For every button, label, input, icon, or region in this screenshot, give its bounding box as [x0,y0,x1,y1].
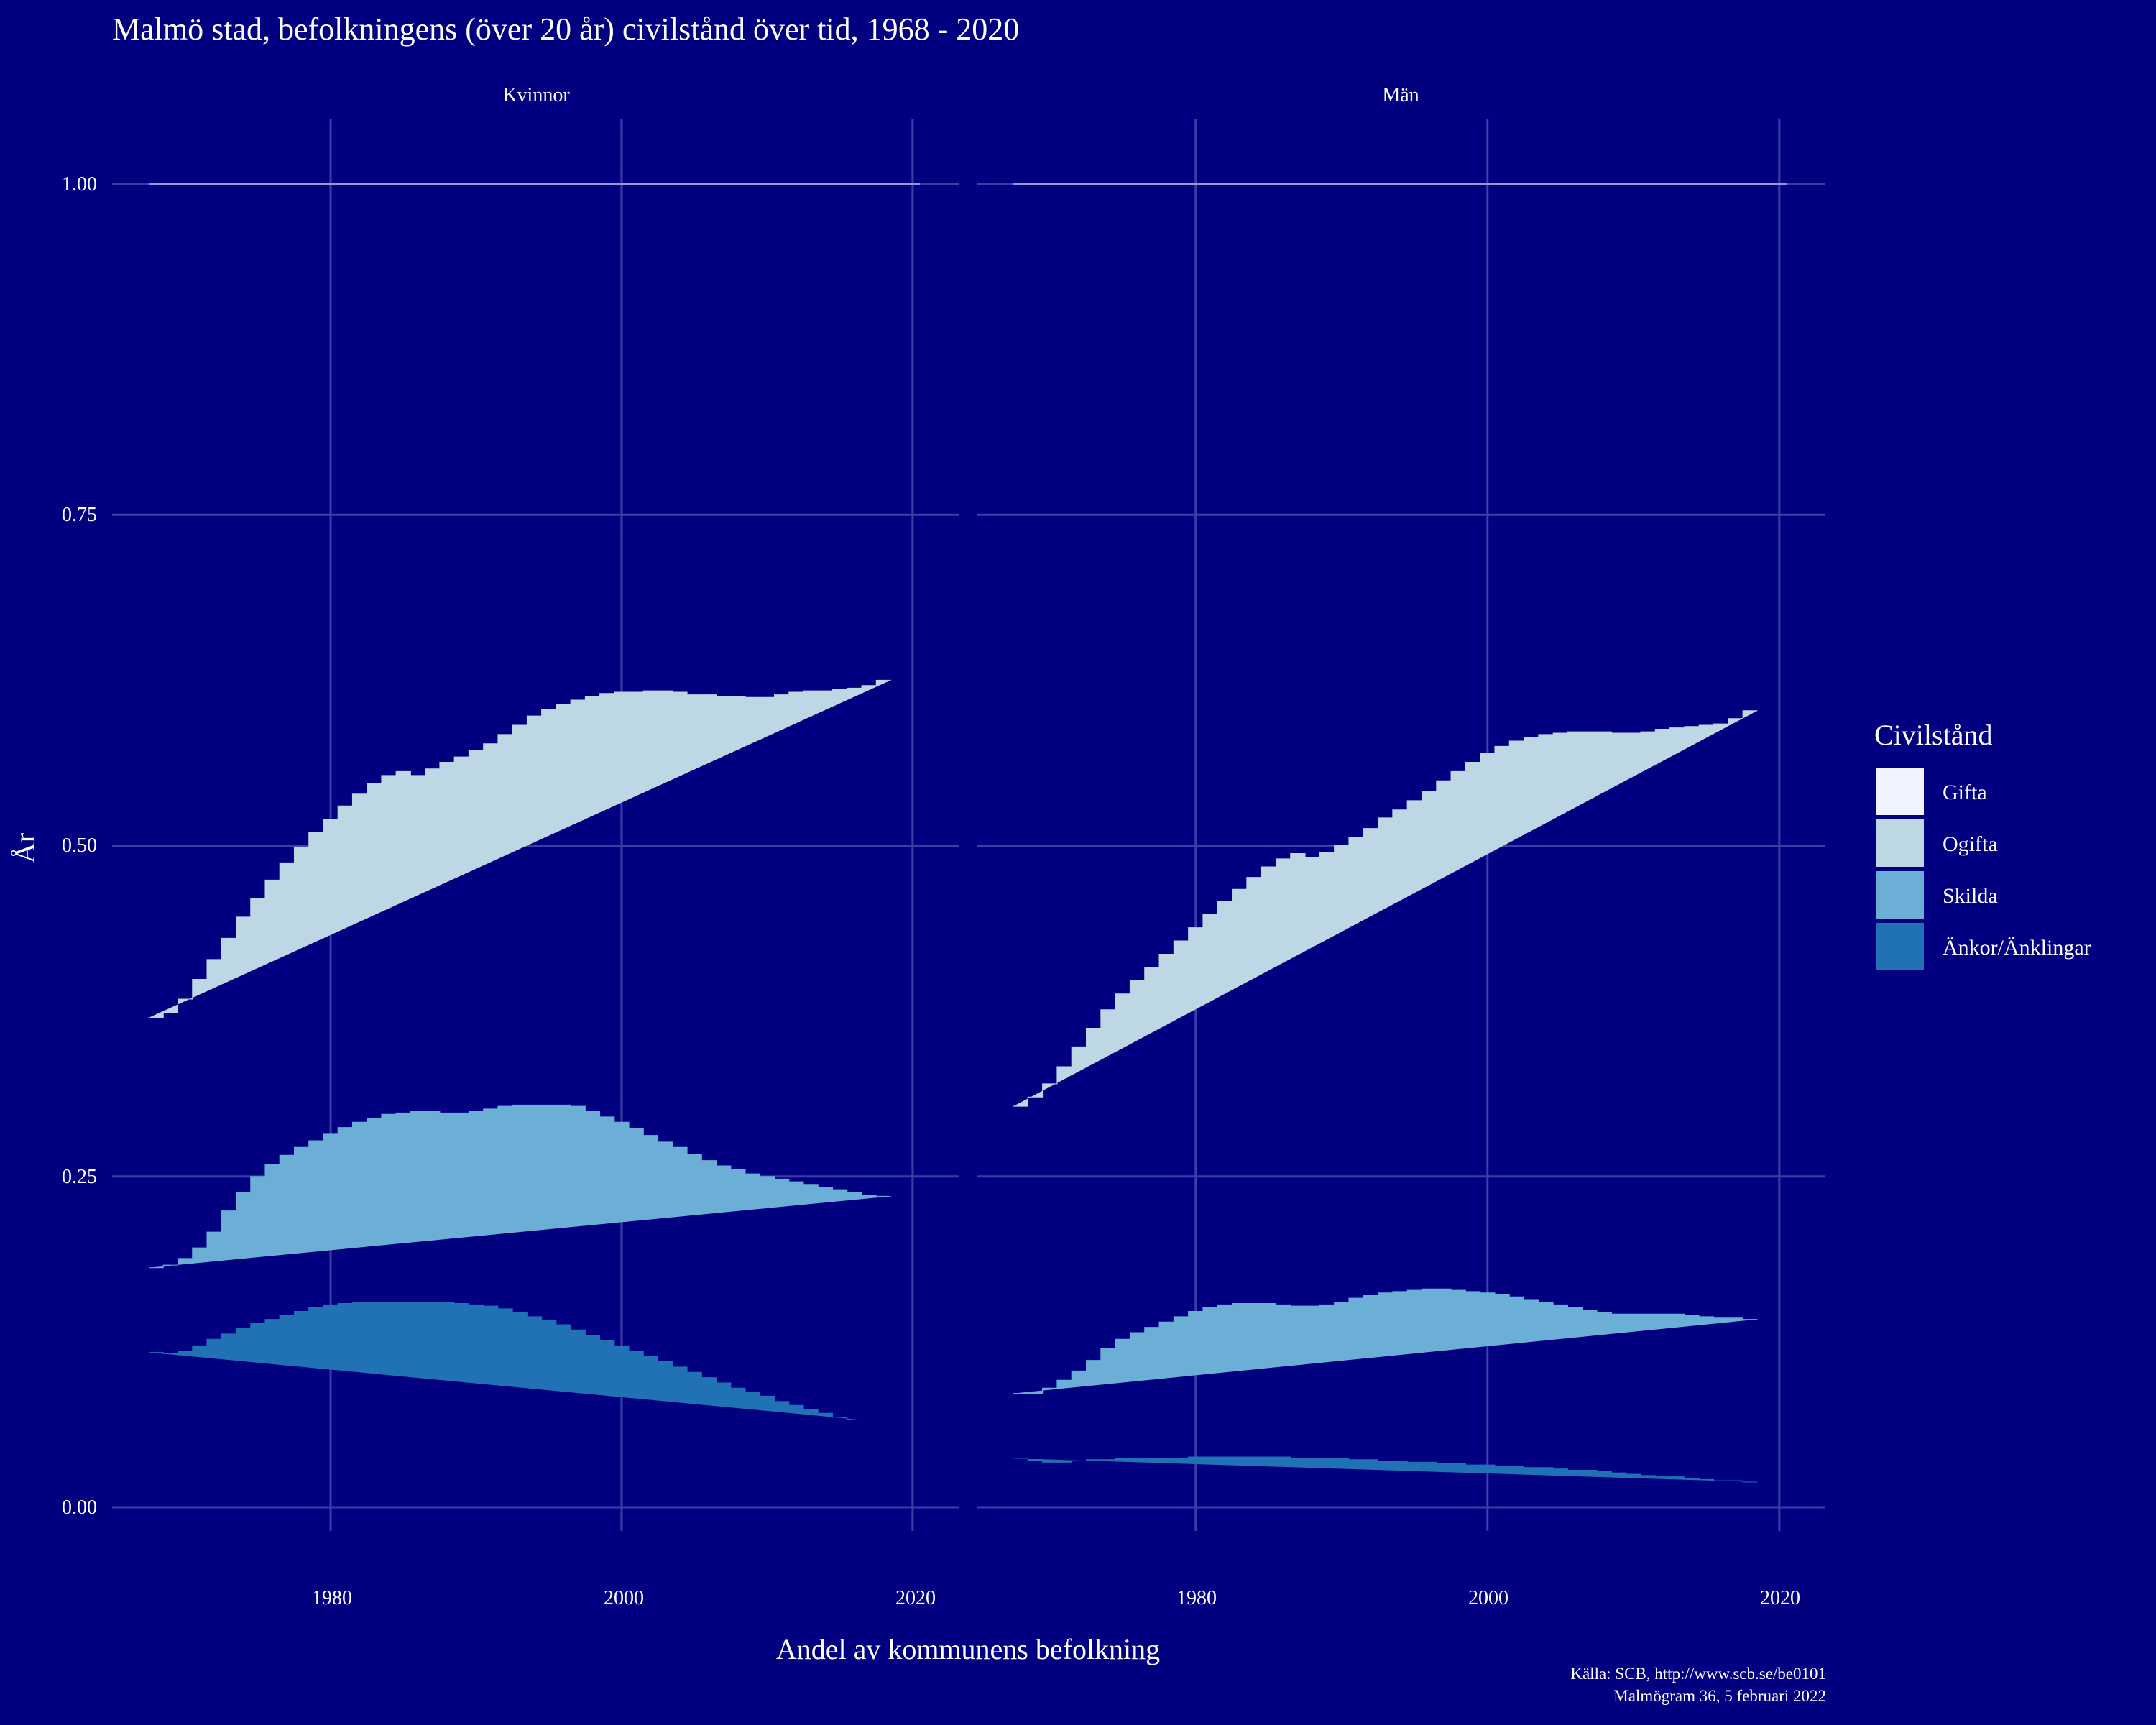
area-skilda-kvinnor [149,1104,891,1269]
area-ankor-man [1013,1456,1758,1483]
x-tick-label: 2000 [604,1587,644,1609]
legend-swatch-skilda [1876,871,1924,919]
legend-swatch-ankor [1876,923,1924,970]
y-tick-label: 0.25 [62,1166,97,1188]
legend-label-skilda: Skilda [1943,884,1998,908]
y-tick-label: 0.00 [62,1496,97,1519]
x-tick-label: 2020 [895,1587,936,1609]
panel-label-kvinnor: Kvinnor [502,84,570,106]
area-ogifta-man [1013,710,1758,1107]
x-axis-label: Andel av kommunens befolkning [776,1633,1160,1665]
area-ogifta-kvinnor [149,679,891,1018]
legend-swatch-gifta [1876,768,1924,815]
y-tick-label: 1.00 [62,173,97,196]
area-layers [149,183,1787,1483]
x-tick-label: 2000 [1468,1587,1508,1609]
x-tick-label: 2020 [1760,1587,1800,1609]
caption-date: Malmögram 36, 5 februari 2022 [1613,1687,1826,1705]
y-axis-ticks: 0.00 0.25 0.50 0.75 1.00 [62,173,97,1519]
area-ankor-kvinnor [149,1302,862,1420]
x-tick-label: 1980 [312,1587,352,1609]
legend-title: Civilstånd [1874,719,1992,751]
x-axis-ticks: 1980 2000 2020 1980 2000 2020 [312,1587,1800,1609]
legend: Civilstånd Gifta Ogifta Skilda Änkor/Änk… [1874,719,2091,970]
panel-label-man: Män [1382,84,1419,106]
chart-title: Malmö stad, befolkningens (över 20 år) c… [112,12,1019,47]
legend-swatch-ogifta [1876,819,1924,867]
y-axis-label: År [9,833,41,863]
y-tick-label: 0.50 [62,834,97,857]
legend-label-ogifta: Ogifta [1943,832,1998,856]
caption-source: Källa: SCB, http://www.scb.se/be0101 [1570,1665,1826,1683]
legend-label-ankor: Änkor/Änklingar [1943,936,2091,960]
y-tick-label: 0.75 [62,504,97,526]
area-skilda-man [1013,1288,1758,1394]
legend-label-gifta: Gifta [1943,781,1987,804]
x-tick-label: 1980 [1176,1587,1217,1609]
